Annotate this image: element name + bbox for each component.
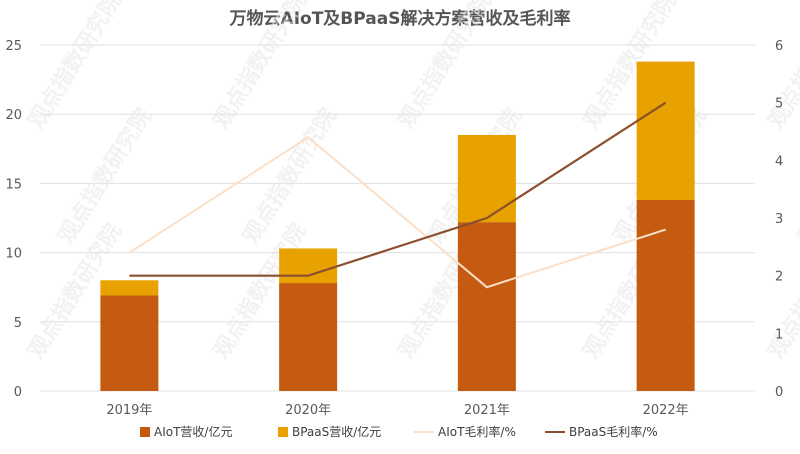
gridlines <box>40 44 755 392</box>
legend-label: AIoT营收/亿元 <box>154 424 232 439</box>
bar-aiot-segment <box>100 295 159 391</box>
legend-label: BPaaS营收/亿元 <box>292 424 381 439</box>
bar-bpaas-segment <box>457 134 516 223</box>
legend: AIoT营收/亿元 BPaaS营收/亿元 AIoT毛利率/% BPaaS毛利率/% <box>140 424 658 439</box>
legend-swatch <box>140 427 150 437</box>
bar-bpaas-segment <box>100 280 159 296</box>
right-axis-ticks: 0 1 2 3 4 5 6 <box>775 39 783 400</box>
bar-aiot-segment <box>279 283 338 391</box>
left-tick-label: 5 <box>14 316 22 331</box>
chart-title: 万物云AIoT及BPaaS解决方案营收及毛利率 <box>229 8 571 29</box>
left-tick-label: 20 <box>5 108 22 123</box>
lines <box>128 101 667 289</box>
watermark-text: 观点指数研究院 <box>763 0 800 133</box>
x-tick-label: 2020年 <box>285 403 331 418</box>
bar-bpaas-segment <box>636 61 695 201</box>
bars <box>100 61 695 391</box>
left-axis-ticks: 0 5 10 15 20 25 <box>5 39 22 400</box>
x-tick-label: 2022年 <box>643 403 689 418</box>
bar-aiot-segment <box>457 222 516 391</box>
watermark-text: 观点指数研究院 <box>793 104 800 248</box>
right-tick-label: 5 <box>775 97 783 112</box>
bar-bpaas-segment <box>279 248 338 284</box>
right-tick-label: 4 <box>775 154 783 169</box>
right-tick-label: 0 <box>775 385 783 400</box>
right-tick-label: 3 <box>775 212 783 227</box>
legend-label: AIoT毛利率/% <box>438 424 516 439</box>
left-tick-label: 25 <box>5 39 22 54</box>
right-tick-label: 1 <box>775 327 783 342</box>
right-tick-label: 2 <box>775 270 783 285</box>
left-tick-label: 10 <box>5 247 22 262</box>
left-tick-label: 0 <box>14 385 22 400</box>
legend-swatch <box>278 427 288 437</box>
watermark-text: 观点指数研究院 <box>23 0 127 133</box>
left-tick-label: 15 <box>5 177 22 192</box>
right-tick-label: 6 <box>775 39 783 54</box>
x-tick-label: 2019年 <box>106 403 152 418</box>
bar-aiot-segment <box>636 200 695 391</box>
x-axis-ticks: 2019年 2020年 2021年 2022年 <box>106 403 688 418</box>
legend-label: BPaaS毛利率/% <box>569 424 658 439</box>
aiot-margin-line <box>128 136 666 289</box>
bpaas-margin-line <box>129 101 667 277</box>
x-tick-label: 2021年 <box>464 403 510 418</box>
